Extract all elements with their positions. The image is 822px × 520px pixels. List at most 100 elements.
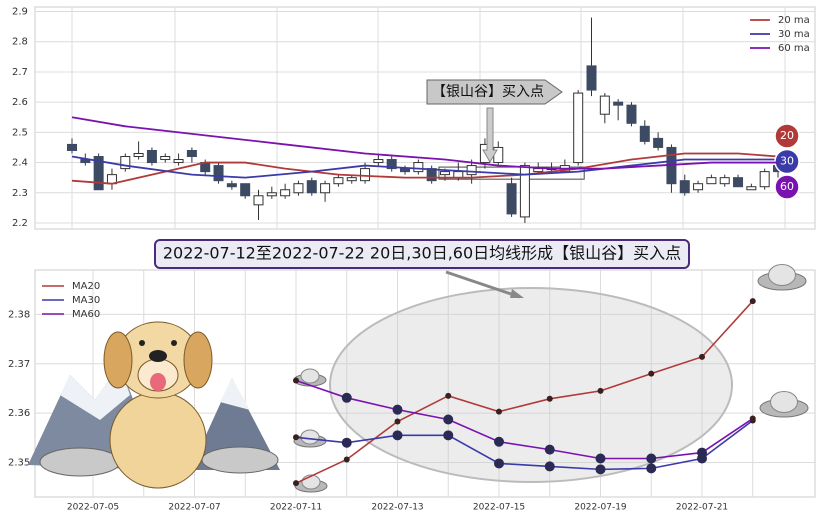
y-tick-label: 2.4 — [12, 158, 28, 169]
ingot — [39, 447, 121, 477]
point — [394, 418, 401, 425]
badge — [774, 174, 800, 200]
ma-line — [71, 155, 778, 179]
point — [646, 463, 657, 474]
legend-label: 30 ma — [778, 29, 810, 40]
ma-line — [295, 419, 754, 471]
candle-body — [213, 165, 224, 182]
candle-body — [333, 177, 344, 185]
candle-body — [186, 149, 197, 158]
candle-body — [293, 183, 304, 194]
candle-body — [679, 180, 690, 194]
annotation-label: 【银山谷】买入点 — [432, 84, 544, 100]
candle-body — [613, 101, 624, 106]
ma-line — [295, 379, 754, 460]
y-tick-label: 2.5 — [12, 127, 28, 138]
y-tick-label: 2.35 — [8, 457, 30, 468]
candle-body — [413, 162, 424, 173]
dog-ear — [183, 331, 213, 389]
candle-body — [240, 183, 251, 197]
point — [392, 430, 403, 441]
candle-body — [173, 159, 184, 164]
point — [648, 370, 655, 377]
candle-body — [320, 183, 331, 194]
point — [293, 377, 299, 384]
candle-body — [653, 137, 664, 148]
y-tick-label: 2.36 — [8, 408, 30, 419]
candle-body — [706, 177, 717, 185]
point — [595, 464, 606, 475]
y-tick-label: 2.3 — [12, 188, 28, 199]
badge — [774, 123, 800, 149]
ma-line — [295, 300, 754, 484]
dog-ear — [103, 331, 133, 389]
ingot — [300, 368, 320, 384]
point — [646, 453, 657, 464]
candle-body — [306, 180, 317, 194]
point — [445, 392, 452, 399]
candle-body — [639, 125, 650, 142]
decoration — [28, 264, 809, 493]
candle-body — [120, 156, 131, 170]
y-tick-label: 2.38 — [8, 309, 30, 320]
candle-body — [386, 159, 397, 170]
candle-body — [400, 168, 411, 173]
candle-body — [626, 104, 637, 124]
candle-body — [67, 143, 77, 151]
point — [341, 392, 352, 403]
candle-body — [519, 165, 530, 218]
legend-label: 60 ma — [778, 43, 810, 54]
point — [293, 480, 299, 487]
point — [494, 436, 504, 447]
dog-eye — [139, 340, 145, 346]
candle-body — [360, 168, 371, 182]
top-plot-frame — [34, 6, 816, 230]
point — [494, 458, 504, 469]
point — [443, 430, 454, 441]
point — [544, 461, 555, 472]
y-tick-label: 2.8 — [12, 37, 28, 48]
candle-body — [266, 192, 277, 197]
candle-body — [439, 171, 450, 176]
y-tick-label: 2.37 — [8, 359, 30, 370]
candle-body — [280, 189, 291, 197]
candle-body — [599, 95, 610, 115]
candle-body — [759, 171, 770, 188]
candle-body — [160, 156, 171, 161]
x-tick-label: 2022-07-21 — [676, 503, 728, 513]
candle-body — [466, 165, 477, 176]
point — [544, 444, 555, 455]
point — [749, 415, 756, 422]
legend-label: MA30 — [72, 295, 100, 306]
ingot — [768, 264, 796, 286]
dog-tongue — [150, 373, 166, 391]
candle-body — [146, 149, 157, 164]
ingot — [770, 391, 798, 413]
candle-body — [506, 183, 517, 215]
badge-label: 20 — [780, 129, 794, 142]
ingot — [300, 429, 320, 445]
ma-line — [71, 152, 779, 185]
ingot — [301, 474, 321, 490]
candle-body — [253, 195, 264, 206]
candle-body — [133, 152, 144, 158]
point — [496, 408, 502, 415]
annotation-arrow — [482, 107, 498, 163]
mountain-snow — [220, 378, 250, 410]
dog-nose — [149, 350, 167, 362]
candle-body — [346, 177, 357, 182]
point — [443, 414, 454, 425]
x-tick-label: 2022-07-15 — [473, 503, 525, 513]
x-tick-label: 2022-07-07 — [168, 503, 220, 513]
point — [341, 437, 352, 448]
candle-body — [226, 183, 237, 188]
pointer-arrow — [445, 270, 521, 299]
annotation-box — [426, 79, 563, 105]
candle-body — [93, 156, 104, 191]
candle-body — [533, 168, 544, 173]
dog-body — [109, 391, 207, 489]
candle-body — [719, 177, 730, 185]
highlight-ellipse — [329, 287, 733, 483]
badge — [774, 148, 800, 175]
